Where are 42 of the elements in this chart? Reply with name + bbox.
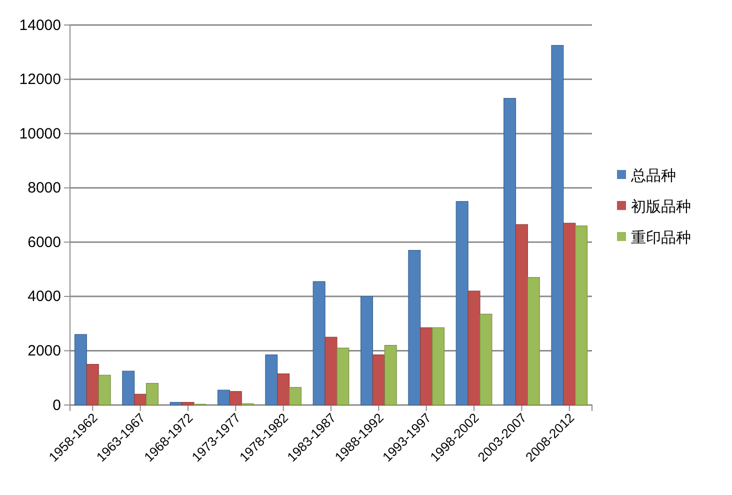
bar [134,394,147,406]
bar [408,250,421,406]
bar [360,296,374,406]
bar [527,277,540,406]
bar [288,387,302,406]
bar [384,344,397,406]
bar [336,348,350,406]
legend-label: 总品种 [630,166,676,184]
y-tick-label: 6000 [28,234,61,251]
legend-label: 重印品种 [631,228,691,246]
bar [265,354,278,406]
bar [277,373,290,406]
bar [86,364,99,406]
bar [98,374,111,406]
y-tick-label: 2000 [28,342,61,360]
bar [420,327,433,406]
y-tick-label: 14000 [19,16,61,34]
bar [122,370,135,406]
y-tick-label: 12000 [19,71,61,88]
bar [217,390,230,406]
bar [312,281,326,406]
bar [170,402,182,406]
bar [563,222,576,406]
bar [146,382,158,406]
y-tick-label: 0 [52,396,61,414]
bar [229,391,242,406]
y-tick-label: 10000 [19,125,61,142]
bar [432,327,445,406]
y-tick-label: 4000 [28,288,61,306]
y-tick-label: 8000 [28,180,61,197]
bar [551,45,564,406]
bar [468,290,480,406]
bar [480,314,492,406]
bar [74,334,87,406]
bar [515,224,528,406]
bar [456,201,468,406]
bar [182,402,194,406]
bar [504,98,516,406]
bar [324,336,338,406]
legend-label: 初版品种 [631,197,691,216]
bar [372,354,385,406]
bar [575,226,588,406]
